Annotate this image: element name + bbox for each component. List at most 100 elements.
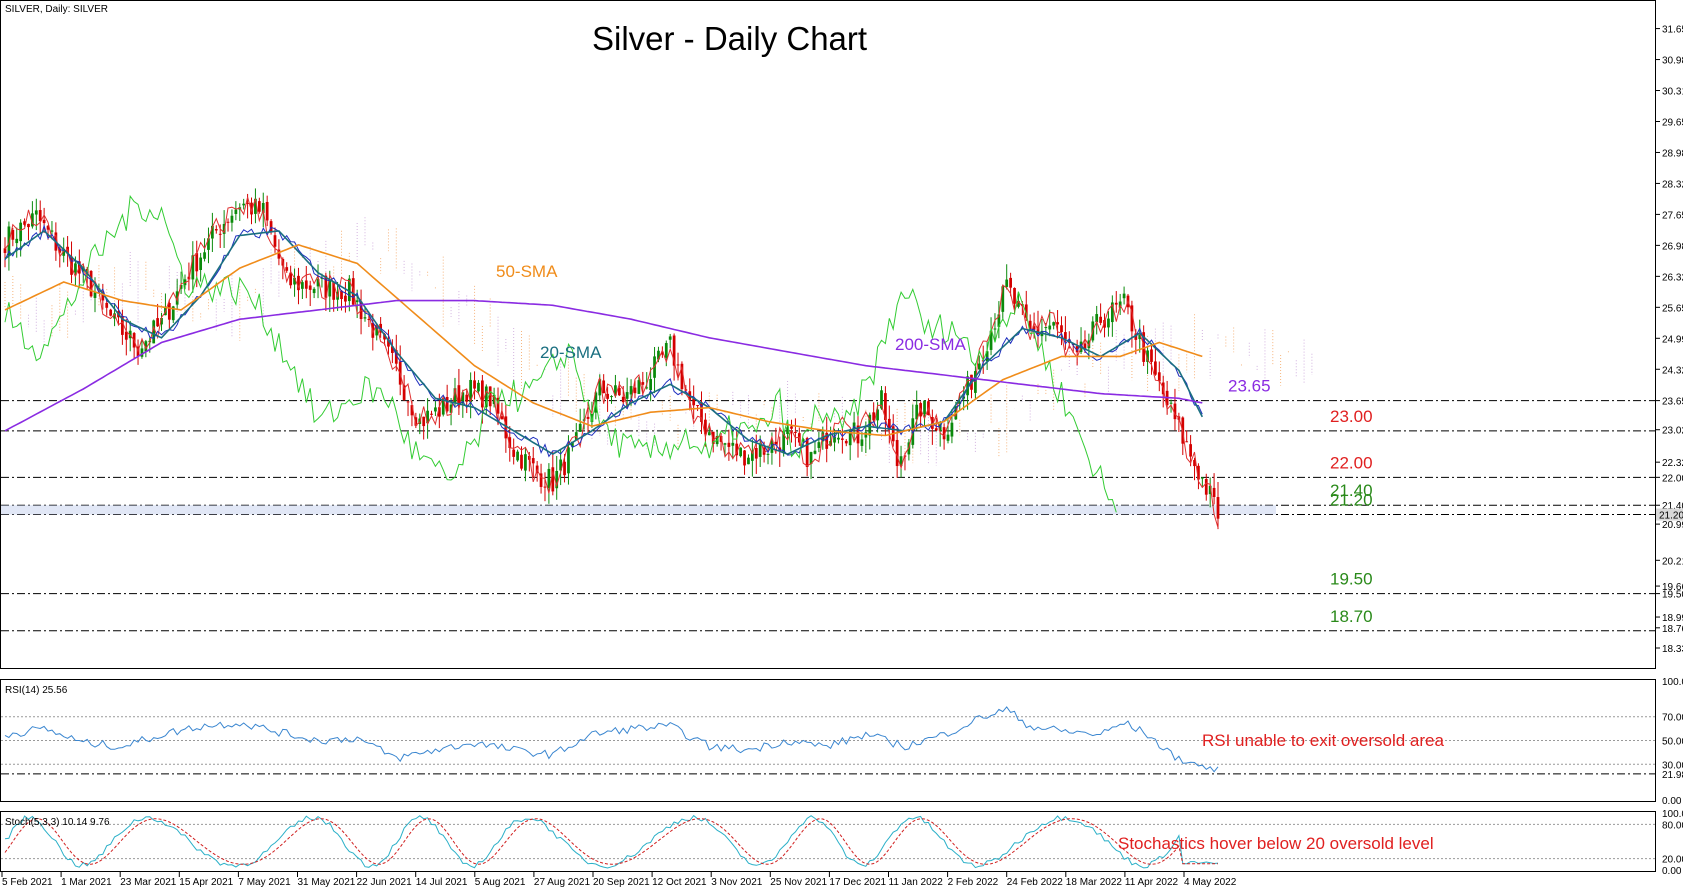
candle	[923, 400, 926, 427]
candle	[1001, 284, 1005, 321]
price-tick-label: 21.400	[1662, 501, 1683, 512]
rsi-indicator-label: RSI(14) 25.56	[5, 685, 68, 696]
price-tick-label: 23.024	[1662, 426, 1683, 437]
candle	[3, 237, 7, 268]
price-tick-label: 27.654	[1662, 210, 1683, 221]
candle	[735, 428, 739, 462]
candle	[727, 429, 731, 461]
date-tick-label: 22 Jun 2021	[357, 877, 412, 888]
date-tick-label: 23 Mar 2021	[120, 877, 177, 888]
candle	[1193, 457, 1196, 481]
level-label: 23.65	[1228, 377, 1271, 396]
stochastic-indicator-label: Stoch(5,3,3) 10.14 9.76	[5, 817, 110, 828]
date-tick-label: 7 May 2021	[238, 877, 291, 888]
price-tick-label: 22.000	[1662, 473, 1683, 484]
candle	[547, 463, 551, 504]
candle	[1208, 477, 1212, 508]
candle	[1099, 303, 1102, 326]
candle	[1024, 290, 1028, 322]
price-tick-label: 23.650	[1662, 397, 1683, 408]
stochastic-main-line	[4, 814, 1219, 869]
candle	[660, 346, 664, 358]
price-tick-label: 18.996	[1662, 613, 1683, 624]
candle	[801, 437, 805, 447]
rsi-line	[4, 706, 1219, 773]
candle	[516, 449, 519, 462]
candle	[692, 385, 696, 420]
candle	[1110, 295, 1114, 337]
candle	[1114, 291, 1118, 313]
candle	[649, 367, 652, 402]
candle	[167, 299, 171, 331]
symbol-info: SILVER, Daily: SILVER	[5, 4, 108, 15]
price-tick-label: 19.662	[1662, 582, 1683, 593]
stochastic-annotation: Stochastics hover below 20 oversold leve…	[1118, 834, 1434, 853]
price-tick-label: 30.318	[1662, 87, 1683, 98]
candle	[469, 372, 473, 419]
candle	[942, 423, 946, 450]
candle	[445, 384, 449, 413]
candle	[293, 268, 296, 297]
candle	[175, 279, 179, 309]
candle	[602, 374, 606, 394]
candle	[637, 376, 641, 395]
date-tick-label: 5 Feb 2021	[2, 877, 53, 888]
candle	[1200, 477, 1204, 488]
candle	[1154, 345, 1157, 376]
price-tick-label: 31.650	[1662, 25, 1683, 36]
current-price-label: 21.203	[1659, 511, 1683, 522]
candle	[539, 463, 543, 494]
candle	[406, 400, 410, 417]
candle	[27, 223, 30, 241]
candle	[124, 319, 128, 356]
candle	[128, 320, 132, 352]
stochastic-tick-label: 0.00	[1662, 866, 1682, 877]
candle	[508, 426, 512, 462]
candle	[633, 380, 637, 399]
stochastic-axis: 100.0080.00 20.000.00	[1662, 809, 1683, 877]
price-axis: 31.650 30.984 30.318 29.652 28.986 28.320 27.6…	[1655, 25, 1683, 655]
candle	[1204, 473, 1208, 501]
candle	[1212, 473, 1216, 505]
candle	[668, 333, 672, 349]
candle	[606, 387, 609, 412]
date-tick-label: 20 Sep 2021	[593, 877, 650, 888]
candle	[805, 436, 809, 477]
date-tick-label: 11 Apr 2022	[1125, 877, 1179, 888]
current-price-marker	[1656, 508, 1683, 521]
candle	[958, 394, 962, 410]
candle	[645, 372, 649, 390]
candle	[434, 399, 437, 416]
candle	[89, 270, 93, 298]
candle	[191, 241, 195, 293]
date-tick-label: 25 Nov 2021	[770, 877, 827, 888]
candle	[308, 280, 312, 307]
candle	[1130, 300, 1134, 348]
rsi-annotation: RSI unable to exit oversold area	[1202, 731, 1444, 750]
candle	[1197, 463, 1200, 490]
candle	[817, 432, 821, 453]
candle	[543, 472, 547, 502]
candle	[895, 427, 899, 478]
candle	[747, 454, 750, 465]
candle	[989, 317, 993, 356]
candle	[899, 445, 903, 478]
candle	[391, 339, 394, 364]
candle	[101, 283, 105, 310]
candle	[1185, 430, 1189, 443]
candle	[844, 439, 848, 447]
level-label: 18.70	[1330, 607, 1373, 626]
price-tick-label: 19.500	[1662, 590, 1683, 601]
candle	[512, 438, 516, 465]
candle	[700, 391, 703, 434]
price-tick-label: 22.326	[1662, 458, 1683, 469]
candle	[794, 418, 797, 447]
candle	[731, 430, 735, 460]
support-band	[1, 505, 1276, 515]
sma20-line	[4, 229, 1204, 456]
price-tick-label: 24.324	[1662, 365, 1683, 376]
candle	[1056, 310, 1059, 339]
candle	[312, 287, 316, 299]
stochastic-tick-label: 80.00	[1662, 820, 1683, 831]
price-tick-label: 24.990	[1662, 334, 1683, 345]
